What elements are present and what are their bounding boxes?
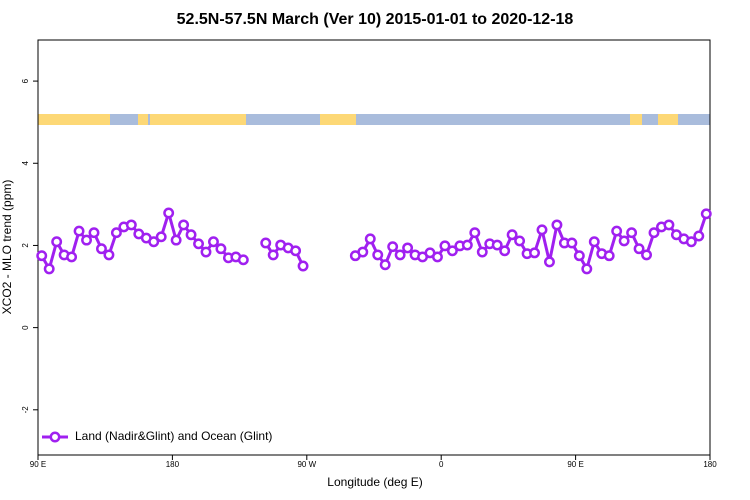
data-point bbox=[297, 260, 309, 272]
data-point bbox=[439, 240, 451, 252]
y-tick-label: 6 bbox=[21, 78, 30, 83]
data-point bbox=[641, 249, 652, 261]
land-ocean-strip bbox=[38, 114, 710, 125]
data-point bbox=[387, 241, 399, 253]
land-band bbox=[150, 114, 246, 125]
data-point bbox=[125, 219, 137, 231]
data-point bbox=[96, 243, 107, 255]
data-point bbox=[603, 250, 615, 262]
series-line bbox=[354, 213, 708, 271]
x-tick-label: 90 E bbox=[30, 460, 46, 469]
data-point bbox=[200, 246, 212, 258]
data-point bbox=[588, 236, 600, 248]
data-point bbox=[163, 207, 175, 219]
data-point bbox=[260, 237, 272, 249]
legend-label: Land (Nadir&Glint) and Ocean (Glint) bbox=[75, 429, 272, 443]
data-point bbox=[499, 245, 511, 257]
data-point bbox=[88, 227, 100, 239]
data-point bbox=[155, 231, 167, 243]
data-point bbox=[461, 239, 473, 251]
data-point bbox=[514, 235, 526, 247]
x-tick-label: 90 W bbox=[297, 460, 316, 469]
data-point bbox=[73, 225, 85, 237]
data-point bbox=[618, 235, 630, 247]
data-point bbox=[208, 236, 219, 248]
data-point bbox=[446, 245, 458, 257]
data-point bbox=[506, 229, 518, 241]
data-point bbox=[43, 263, 55, 275]
y-axis-label: XCO2 - MLO trend (ppm) bbox=[0, 180, 14, 315]
data-point bbox=[402, 242, 414, 254]
y-tick-label: 4 bbox=[21, 160, 30, 165]
data-point bbox=[110, 227, 122, 239]
data-point bbox=[432, 251, 443, 263]
data-point bbox=[290, 245, 302, 257]
data-point bbox=[700, 208, 712, 220]
data-point bbox=[36, 250, 48, 262]
data-point bbox=[573, 250, 585, 262]
y-tick-label: -2 bbox=[21, 406, 30, 414]
data-point bbox=[648, 227, 660, 239]
plot-frame bbox=[37, 39, 711, 456]
data-point bbox=[379, 259, 391, 271]
legend-marker bbox=[49, 431, 61, 443]
data-point bbox=[185, 229, 197, 241]
data-point bbox=[566, 237, 578, 249]
data-point bbox=[685, 236, 697, 248]
land-band bbox=[658, 114, 678, 125]
data-point bbox=[81, 234, 92, 246]
data-point bbox=[544, 256, 555, 268]
x-tick-label: 180 bbox=[166, 460, 180, 469]
y-tick-label: 2 bbox=[21, 243, 30, 248]
data-point bbox=[364, 233, 376, 245]
data-point bbox=[581, 263, 593, 275]
data-point bbox=[476, 246, 488, 258]
data-point bbox=[66, 251, 78, 263]
data-point bbox=[215, 243, 227, 255]
data-point bbox=[193, 238, 204, 250]
data-point bbox=[237, 254, 249, 266]
data-point bbox=[267, 249, 279, 261]
data-point bbox=[469, 227, 481, 239]
data-point bbox=[372, 249, 384, 261]
data-point bbox=[626, 227, 638, 239]
x-axis-label: Longitude (deg E) bbox=[327, 475, 422, 489]
data-point bbox=[148, 236, 160, 248]
data-point bbox=[51, 236, 63, 248]
data-point bbox=[170, 234, 182, 246]
x-tick-label: 180 bbox=[703, 460, 717, 469]
data-point bbox=[357, 246, 369, 258]
data-point bbox=[663, 219, 675, 231]
data-point bbox=[551, 219, 563, 231]
land-band bbox=[138, 114, 148, 125]
data-point bbox=[693, 230, 705, 242]
land-band bbox=[630, 114, 642, 125]
x-tick-label: 0 bbox=[439, 460, 444, 469]
data-point bbox=[491, 239, 503, 251]
data-point bbox=[611, 225, 623, 237]
data-point bbox=[633, 243, 645, 255]
data-point bbox=[394, 249, 406, 261]
land-band bbox=[38, 114, 110, 125]
chart-title: 52.5N-57.5N March (Ver 10) 2015-01-01 to… bbox=[177, 11, 574, 28]
data-point bbox=[536, 224, 548, 236]
ocean-band bbox=[38, 114, 710, 125]
y-tick-label: 0 bbox=[21, 325, 30, 330]
data-point bbox=[103, 249, 115, 261]
data-point bbox=[178, 219, 190, 231]
land-band bbox=[320, 114, 356, 125]
data-point bbox=[529, 247, 540, 259]
x-tick-label: 90 E bbox=[567, 460, 583, 469]
